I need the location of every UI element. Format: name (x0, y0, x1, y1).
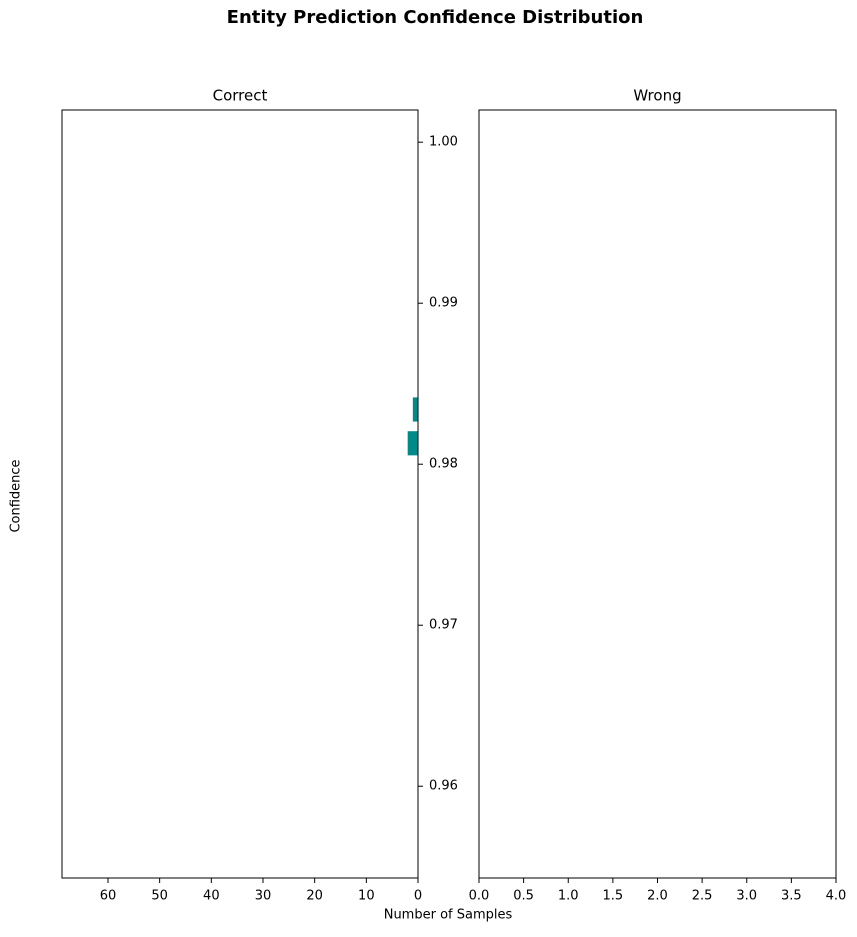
y-tick-label: 0.97 (429, 618, 458, 633)
x-tick-label: 2.5 (692, 889, 713, 904)
x-axis-label: Number of Samples (384, 908, 513, 923)
x-tick-label: 0.0 (469, 889, 490, 904)
x-tick-label: 2.0 (647, 889, 668, 904)
x-tick-label: 10 (358, 889, 375, 904)
bar (407, 431, 418, 456)
x-tick-label: 50 (151, 889, 168, 904)
x-tick-label: 3.0 (736, 889, 757, 904)
x-tick-label: 4.0 (826, 889, 847, 904)
y-axis-label: Confidence (9, 459, 24, 532)
chart-title: Entity Prediction Confidence Distributio… (227, 7, 644, 28)
y-tick-label: 1.00 (429, 135, 458, 150)
panel-title: Correct (213, 87, 268, 105)
x-tick-label: 40 (203, 889, 220, 904)
y-tick-label: 0.99 (429, 296, 458, 311)
x-tick-label: 0 (414, 889, 422, 904)
x-tick-label: 20 (306, 889, 323, 904)
x-tick-label: 1.5 (603, 889, 624, 904)
panel-frame (61, 109, 419, 879)
y-tick-label: 0.98 (429, 457, 458, 472)
x-tick-label: 30 (255, 889, 272, 904)
x-tick-label: 1.0 (558, 889, 579, 904)
x-tick-label: 3.5 (781, 889, 802, 904)
y-tick-label: 0.96 (429, 779, 458, 794)
panel-frame (478, 109, 837, 879)
x-tick-label: 0.5 (513, 889, 534, 904)
x-tick-label: 60 (100, 889, 117, 904)
panel-title: Wrong (633, 87, 681, 105)
bar (412, 397, 418, 422)
